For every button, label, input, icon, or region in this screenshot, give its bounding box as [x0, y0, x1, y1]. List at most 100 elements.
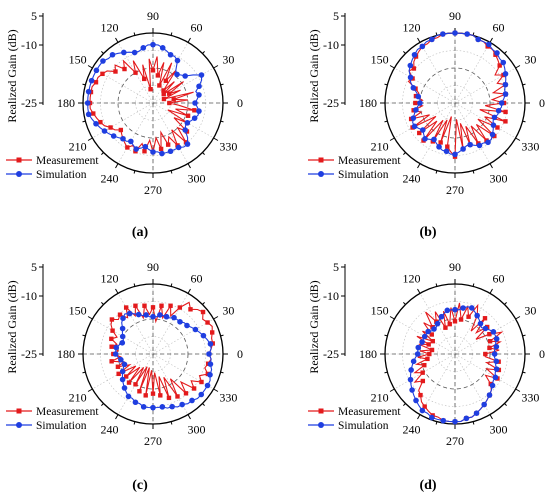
- data-point-simulation: [135, 311, 142, 318]
- data-point-measurement: [452, 319, 458, 324]
- angle-tick-mark-330: [213, 137, 219, 141]
- data-point-simulation: [171, 314, 177, 321]
- data-point-measurement: [171, 97, 176, 102]
- data-point-measurement: [116, 371, 121, 377]
- angle-tick-mark-15: [522, 83, 526, 86]
- data-point-simulation: [411, 123, 418, 130]
- data-point-simulation: [493, 336, 500, 342]
- angle-tick-mark-225: [403, 403, 406, 406]
- data-point-simulation: [460, 305, 466, 311]
- y-axis-label: Realized Gain (dB): [5, 29, 19, 122]
- data-point-measurement: [417, 130, 422, 136]
- data-point-simulation: [443, 148, 450, 155]
- polar-panel-0: 0 30 60 90 120 150 180 210 240 270 300 330 5 -10 -25Re…: [5, 9, 243, 240]
- polar-panel-1: 0 30 60 90 120 150 180 210 240 270 300 330 5 -10 -25Re…: [307, 9, 545, 240]
- angle-tick-mark-15: [220, 334, 224, 337]
- angle-tick-mark-60: [489, 288, 493, 294]
- data-point-simulation: [174, 57, 181, 64]
- angle-tick-mark-300: [489, 163, 493, 169]
- data-point-measurement: [109, 359, 114, 364]
- data-point-measurement: [98, 119, 103, 125]
- grid-spoke-300: [454, 102, 491, 164]
- data-point-measurement: [123, 374, 129, 379]
- angle-tick-label: 0: [237, 96, 243, 110]
- data-point-simulation: [157, 312, 163, 318]
- data-point-measurement: [199, 379, 204, 385]
- radial-tick-label: -25: [323, 96, 339, 110]
- data-point-simulation: [413, 107, 419, 113]
- grid-spoke-60: [454, 293, 491, 355]
- data-point-simulation: [126, 310, 133, 317]
- data-point-simulation: [140, 45, 147, 51]
- data-point-simulation: [490, 329, 497, 335]
- angle-tick-mark-315: [504, 152, 507, 155]
- angle-tick-mark-45: [504, 302, 507, 305]
- data-point-measurement: [210, 330, 215, 335]
- data-point-measurement: [157, 83, 162, 88]
- data-point-measurement: [118, 127, 124, 133]
- grid-spoke-60: [454, 42, 491, 104]
- data-point-simulation: [486, 392, 493, 398]
- angle-tick-label: 180: [359, 96, 377, 110]
- data-point-simulation: [489, 131, 496, 138]
- angle-tick-mark-135: [403, 51, 406, 54]
- data-point-simulation: [473, 410, 480, 417]
- legend-label-measurement: Measurement: [36, 406, 99, 418]
- data-point-measurement: [185, 113, 191, 118]
- data-point-simulation: [204, 382, 211, 389]
- angle-tick-mark-60: [187, 288, 191, 294]
- grid-spoke-300: [152, 102, 189, 164]
- data-point-simulation: [490, 122, 497, 128]
- data-point-simulation: [100, 58, 106, 64]
- grid-spoke-150: [92, 67, 154, 104]
- data-point-simulation: [438, 313, 445, 320]
- data-point-measurement: [161, 96, 167, 102]
- data-point-measurement: [117, 312, 123, 317]
- data-point-measurement: [177, 305, 183, 310]
- angle-tick-mark-105: [435, 283, 438, 287]
- polar-panel-3: 0 30 60 90 120 150 180 210 240 270 300 330 5 -10 -25Re…: [307, 260, 545, 493]
- data-point-simulation: [128, 138, 134, 145]
- data-point-measurement: [466, 314, 471, 319]
- data-point-simulation: [189, 397, 195, 404]
- data-point-measurement: [425, 356, 430, 362]
- data-point-simulation: [411, 51, 418, 58]
- data-point-simulation: [500, 59, 507, 66]
- radial-tick-label: -25: [21, 96, 37, 110]
- data-point-measurement: [487, 331, 492, 337]
- data-point-simulation: [118, 356, 124, 363]
- angle-tick-label: 240: [101, 422, 119, 436]
- angle-tick-label: 60: [493, 272, 505, 286]
- angle-tick-label: 210: [69, 140, 87, 154]
- data-point-measurement: [126, 380, 132, 385]
- radial-tick-label: -25: [323, 347, 339, 361]
- angle-tick-mark-315: [504, 403, 507, 406]
- data-point-simulation: [113, 344, 120, 351]
- data-point-measurement: [205, 320, 210, 325]
- data-point-simulation: [502, 81, 509, 88]
- data-point-simulation: [431, 136, 437, 143]
- radial-tick-label: 5: [333, 9, 339, 23]
- angle-tick-label: 210: [371, 140, 389, 154]
- data-point-simulation: [474, 312, 480, 319]
- data-point-measurement: [166, 91, 172, 96]
- angle-tick-mark-285: [472, 170, 475, 174]
- data-point-measurement: [166, 395, 172, 401]
- data-point-simulation: [85, 88, 92, 95]
- grid-spoke-330: [454, 102, 516, 139]
- data-point-simulation: [133, 146, 140, 152]
- angle-tick-label: 330: [521, 391, 539, 405]
- grid-spoke-120: [117, 293, 154, 355]
- data-point-simulation: [191, 115, 198, 121]
- data-point-simulation: [198, 391, 205, 398]
- angle-tick-label: 270: [144, 183, 162, 197]
- data-point-measurement: [91, 111, 96, 116]
- data-point-simulation: [502, 71, 509, 77]
- angle-tick-mark-210: [389, 137, 395, 141]
- data-point-measurement: [183, 391, 189, 396]
- angle-tick-label: 120: [403, 272, 421, 286]
- angle-tick-label: 330: [219, 140, 237, 154]
- data-point-measurement: [191, 386, 197, 391]
- data-point-measurement: [158, 393, 163, 398]
- angle-tick-mark-150: [87, 316, 93, 320]
